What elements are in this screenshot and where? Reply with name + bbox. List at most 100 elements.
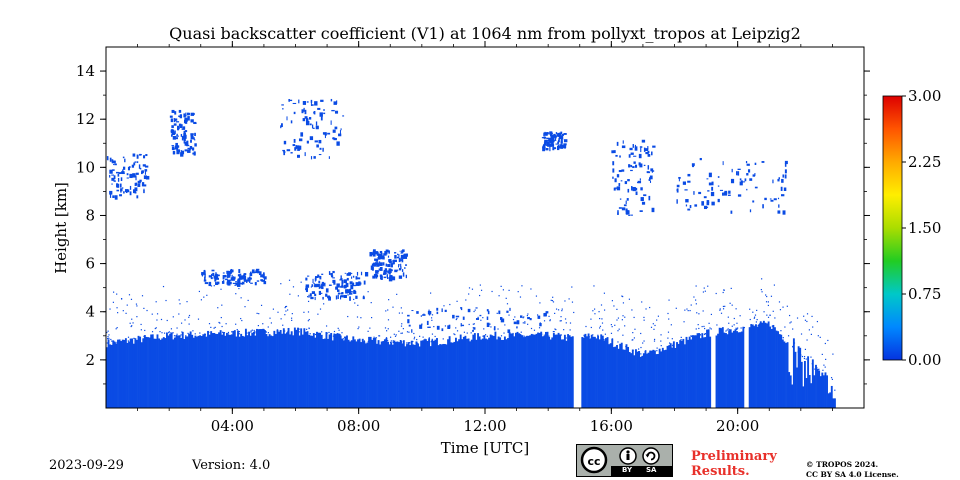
noise-speckle: [624, 316, 626, 318]
boundary-layer-column: [657, 354, 660, 408]
aerosol-patch: [355, 295, 358, 299]
boundary-layer-column: [668, 345, 671, 408]
noise-speckle: [645, 308, 647, 310]
cirrus-patch: [547, 132, 550, 134]
cirrus-patch: [170, 129, 175, 134]
aerosol-patch: [383, 271, 387, 275]
aerosol-patch: [375, 270, 379, 274]
cirrus-patch: [121, 172, 125, 175]
cirrus-patch: [678, 177, 680, 182]
cirrus-patch: [546, 140, 550, 142]
noise-speckle: [423, 313, 425, 315]
boundary-layer-column: [409, 345, 412, 408]
cirrus-patch: [644, 148, 649, 151]
aerosol-patch: [260, 274, 263, 278]
aerosol-patch: [379, 250, 383, 254]
noise-speckle: [396, 341, 398, 343]
boundary-layer-column: [821, 372, 824, 408]
cirrus-patch: [559, 134, 561, 140]
noise-speckle: [135, 303, 138, 305]
cirrus-patch: [135, 176, 137, 181]
cirrus-patch: [778, 204, 780, 208]
boundary-layer-column: [279, 330, 282, 408]
aerosol-patch: [404, 264, 408, 266]
boundary-layer-column: [442, 343, 445, 408]
residual-patch: [467, 308, 471, 313]
cirrus-patch: [542, 145, 545, 147]
boundary-layer-column: [303, 328, 306, 408]
boundary-layer-column: [194, 335, 197, 408]
aerosol-patch: [328, 271, 331, 275]
aerosol-patch: [318, 280, 321, 284]
aerosol-patch: [232, 282, 236, 284]
cirrus-patch: [612, 168, 615, 173]
cirrus-patch: [293, 111, 296, 115]
noise-speckle: [144, 335, 146, 337]
noise-speckle: [156, 313, 159, 315]
aerosol-patch: [243, 273, 247, 275]
noise-speckle: [434, 341, 436, 343]
noise-speckle: [573, 311, 575, 314]
noise-speckle: [263, 329, 265, 331]
aerosol-patch: [363, 295, 365, 299]
noise-speckle: [686, 308, 688, 310]
cirrus-patch: [746, 173, 749, 176]
aerosol-patch: [382, 262, 385, 266]
aerosol-patch: [249, 277, 252, 279]
cirrus-patch: [113, 175, 116, 179]
noise-speckle: [621, 319, 623, 321]
cirrus-patch: [298, 99, 300, 104]
residual-patch: [472, 329, 474, 332]
noise-speckle: [234, 284, 236, 286]
cirrus-patch: [113, 180, 116, 182]
boundary-layer-column: [421, 340, 424, 408]
cirrus-patch: [627, 210, 630, 215]
boundary-layer-column: [628, 352, 631, 408]
boundary-layer-column: [715, 335, 718, 408]
noise-speckle: [624, 325, 626, 327]
boundary-layer-column: [695, 335, 697, 408]
aerosol-patch: [215, 277, 219, 280]
noise-speckle: [378, 340, 380, 342]
cirrus-patch: [314, 140, 318, 143]
noise-speckle: [424, 338, 426, 340]
boundary-layer-column: [685, 336, 688, 408]
cirrus-patch: [143, 184, 147, 187]
noise-speckle: [394, 335, 397, 337]
boundary-layer-column: [690, 339, 693, 408]
noise-speckle: [585, 325, 587, 328]
residual-patch: [407, 319, 410, 324]
aerosol-patch: [341, 292, 344, 295]
noise-speckle: [318, 334, 320, 336]
noise-speckle: [241, 319, 243, 322]
cirrus-patch: [560, 135, 563, 139]
noise-speckle: [392, 341, 394, 343]
residual-patch: [441, 328, 444, 332]
boundary-layer-column: [131, 338, 134, 408]
aerosol-patch: [229, 269, 233, 273]
noise-speckle: [749, 308, 751, 310]
cirrus-patch: [746, 188, 748, 191]
cirrus-patch: [648, 179, 651, 181]
noise-speckle: [698, 327, 700, 330]
noise-speckle: [267, 332, 269, 334]
cirrus-patch: [300, 132, 304, 137]
noise-speckle: [468, 323, 470, 326]
cirrus-patch: [137, 180, 141, 184]
noise-speckle: [244, 306, 246, 308]
boundary-layer-column: [445, 344, 448, 408]
boundary-layer-column: [312, 333, 315, 408]
boundary-layer-column: [327, 338, 329, 408]
noise-speckle: [323, 303, 325, 305]
boundary-layer-column: [394, 341, 397, 408]
cirrus-patch: [643, 147, 646, 152]
residual-patch: [527, 316, 530, 320]
aerosol-patch: [239, 276, 241, 280]
noise-speckle: [413, 332, 415, 335]
aerosol-patch: [391, 263, 394, 265]
aerosol-patch: [340, 275, 342, 280]
aerosol-patch: [236, 282, 241, 287]
noise-speckle: [416, 342, 418, 344]
aerosol-patch: [321, 273, 324, 275]
noise-speckle: [553, 331, 555, 333]
